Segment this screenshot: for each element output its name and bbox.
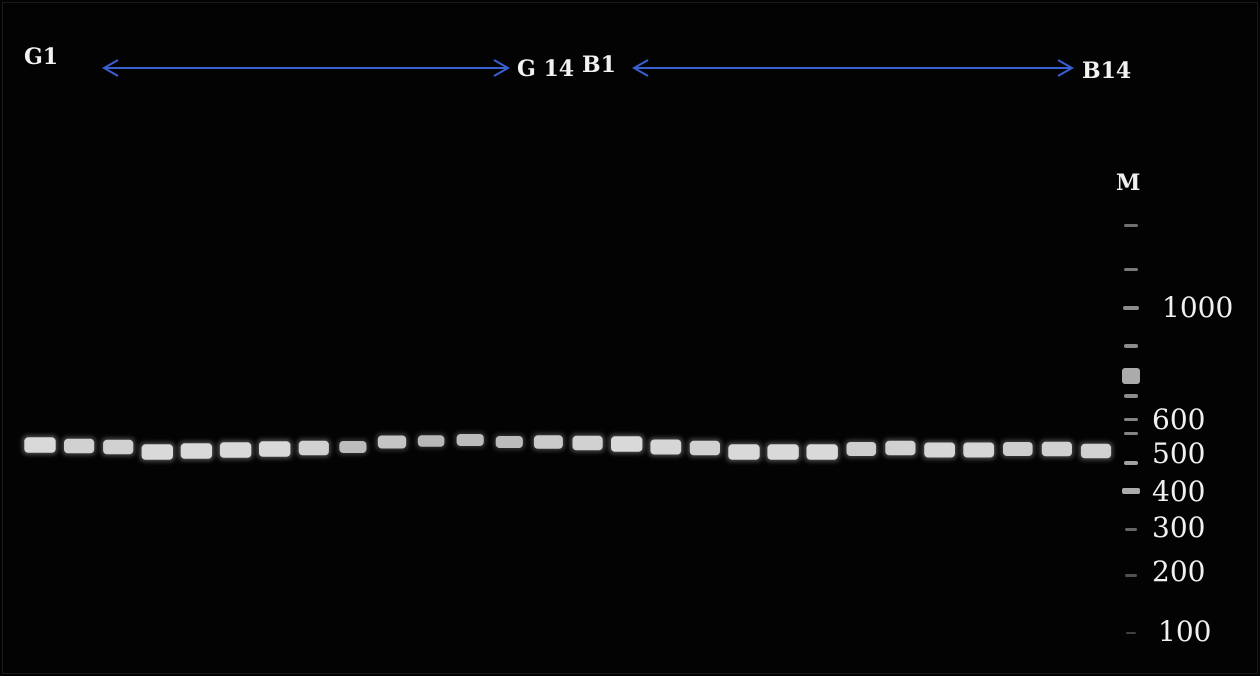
sample-band-b-13 bbox=[1041, 441, 1072, 457]
ladder-band bbox=[1122, 368, 1140, 384]
arrow-g-range bbox=[101, 59, 511, 77]
label-b-end: B14 bbox=[1082, 58, 1132, 84]
ladder-band bbox=[1124, 268, 1138, 271]
ladder-band-100 bbox=[1126, 632, 1136, 634]
ladder-band bbox=[1124, 394, 1138, 398]
ladder-band bbox=[1124, 344, 1138, 348]
size-label-200: 200 bbox=[1152, 555, 1206, 588]
sample-band-b-9 bbox=[885, 440, 916, 456]
sample-band-g-7 bbox=[259, 441, 291, 457]
size-label-100: 100 bbox=[1158, 615, 1212, 648]
sample-band-b-8 bbox=[846, 442, 877, 456]
sample-band-g-5 bbox=[180, 443, 213, 459]
size-label-1000: 1000 bbox=[1162, 291, 1234, 324]
ladder-band bbox=[1124, 224, 1138, 227]
sample-band-g-10 bbox=[377, 435, 407, 449]
size-label-300: 300 bbox=[1152, 511, 1206, 544]
sample-band-g-3 bbox=[103, 439, 134, 455]
sample-band-b-6 bbox=[767, 444, 799, 460]
size-label-500: 500 bbox=[1152, 437, 1206, 470]
marker-lane-label: M bbox=[1116, 170, 1141, 196]
size-label-600: 600 bbox=[1152, 403, 1206, 436]
sample-band-b-10 bbox=[924, 442, 955, 458]
sample-band-b-7 bbox=[806, 444, 838, 460]
ladder-band-600 bbox=[1124, 418, 1138, 421]
sample-band-b-12 bbox=[1003, 442, 1033, 456]
label-g-start: G1 bbox=[24, 44, 59, 70]
sample-band-g-6 bbox=[219, 442, 252, 458]
sample-band-b-11 bbox=[963, 442, 995, 458]
sample-band-b-5 bbox=[728, 444, 760, 460]
ladder-band-300 bbox=[1125, 528, 1137, 531]
sample-band-b-1 bbox=[572, 435, 603, 451]
sample-band-b-2 bbox=[611, 436, 643, 452]
sample-band-g-4 bbox=[141, 444, 173, 460]
label-b-start: B1 bbox=[582, 52, 616, 78]
ladder-band bbox=[1124, 432, 1138, 435]
sample-band-g-8 bbox=[298, 440, 329, 456]
sample-band-g-14 bbox=[533, 435, 563, 449]
ladder-band-400 bbox=[1122, 488, 1140, 494]
sample-bands bbox=[22, 432, 1114, 462]
sample-band-g-1 bbox=[24, 437, 56, 453]
marker-ladder bbox=[1122, 224, 1140, 634]
sample-band-g-2 bbox=[64, 438, 95, 454]
sample-band-b-4 bbox=[689, 440, 720, 456]
ladder-band-1000 bbox=[1123, 306, 1139, 310]
ladder-band-200 bbox=[1125, 574, 1137, 577]
sample-band-g-13 bbox=[495, 436, 523, 448]
sample-band-b-14 bbox=[1080, 443, 1112, 459]
ladder-band-500 bbox=[1124, 461, 1138, 465]
label-g-end: G 14 bbox=[517, 56, 575, 82]
sample-band-g-11 bbox=[417, 435, 445, 447]
size-label-400: 400 bbox=[1152, 475, 1206, 508]
arrow-b-range bbox=[631, 59, 1075, 77]
sample-band-b-3 bbox=[650, 439, 682, 455]
sample-band-g-12 bbox=[456, 434, 484, 446]
sample-band-g-9 bbox=[339, 441, 367, 453]
